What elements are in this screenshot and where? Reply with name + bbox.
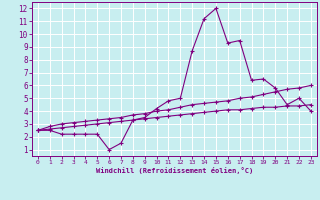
X-axis label: Windchill (Refroidissement éolien,°C): Windchill (Refroidissement éolien,°C) xyxy=(96,167,253,174)
